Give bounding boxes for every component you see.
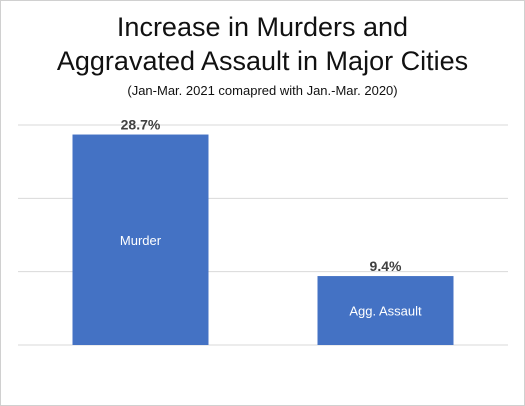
chart-title-line-2: Aggravated Assault in Major Cities	[56, 46, 469, 76]
chart-title-line-1: Increase in Murders and	[116, 12, 409, 42]
category-label: Murder	[120, 233, 162, 248]
data-label: 28.7%	[121, 117, 161, 133]
bar-murder	[72, 134, 209, 345]
bar-agg-assault	[317, 276, 454, 345]
category-label: Agg. Assault	[349, 304, 422, 319]
chart-subtitle: (Jan-Mar. 2021 comapred with Jan.-Mar. 2…	[127, 83, 398, 98]
data-label: 9.4%	[370, 258, 402, 274]
